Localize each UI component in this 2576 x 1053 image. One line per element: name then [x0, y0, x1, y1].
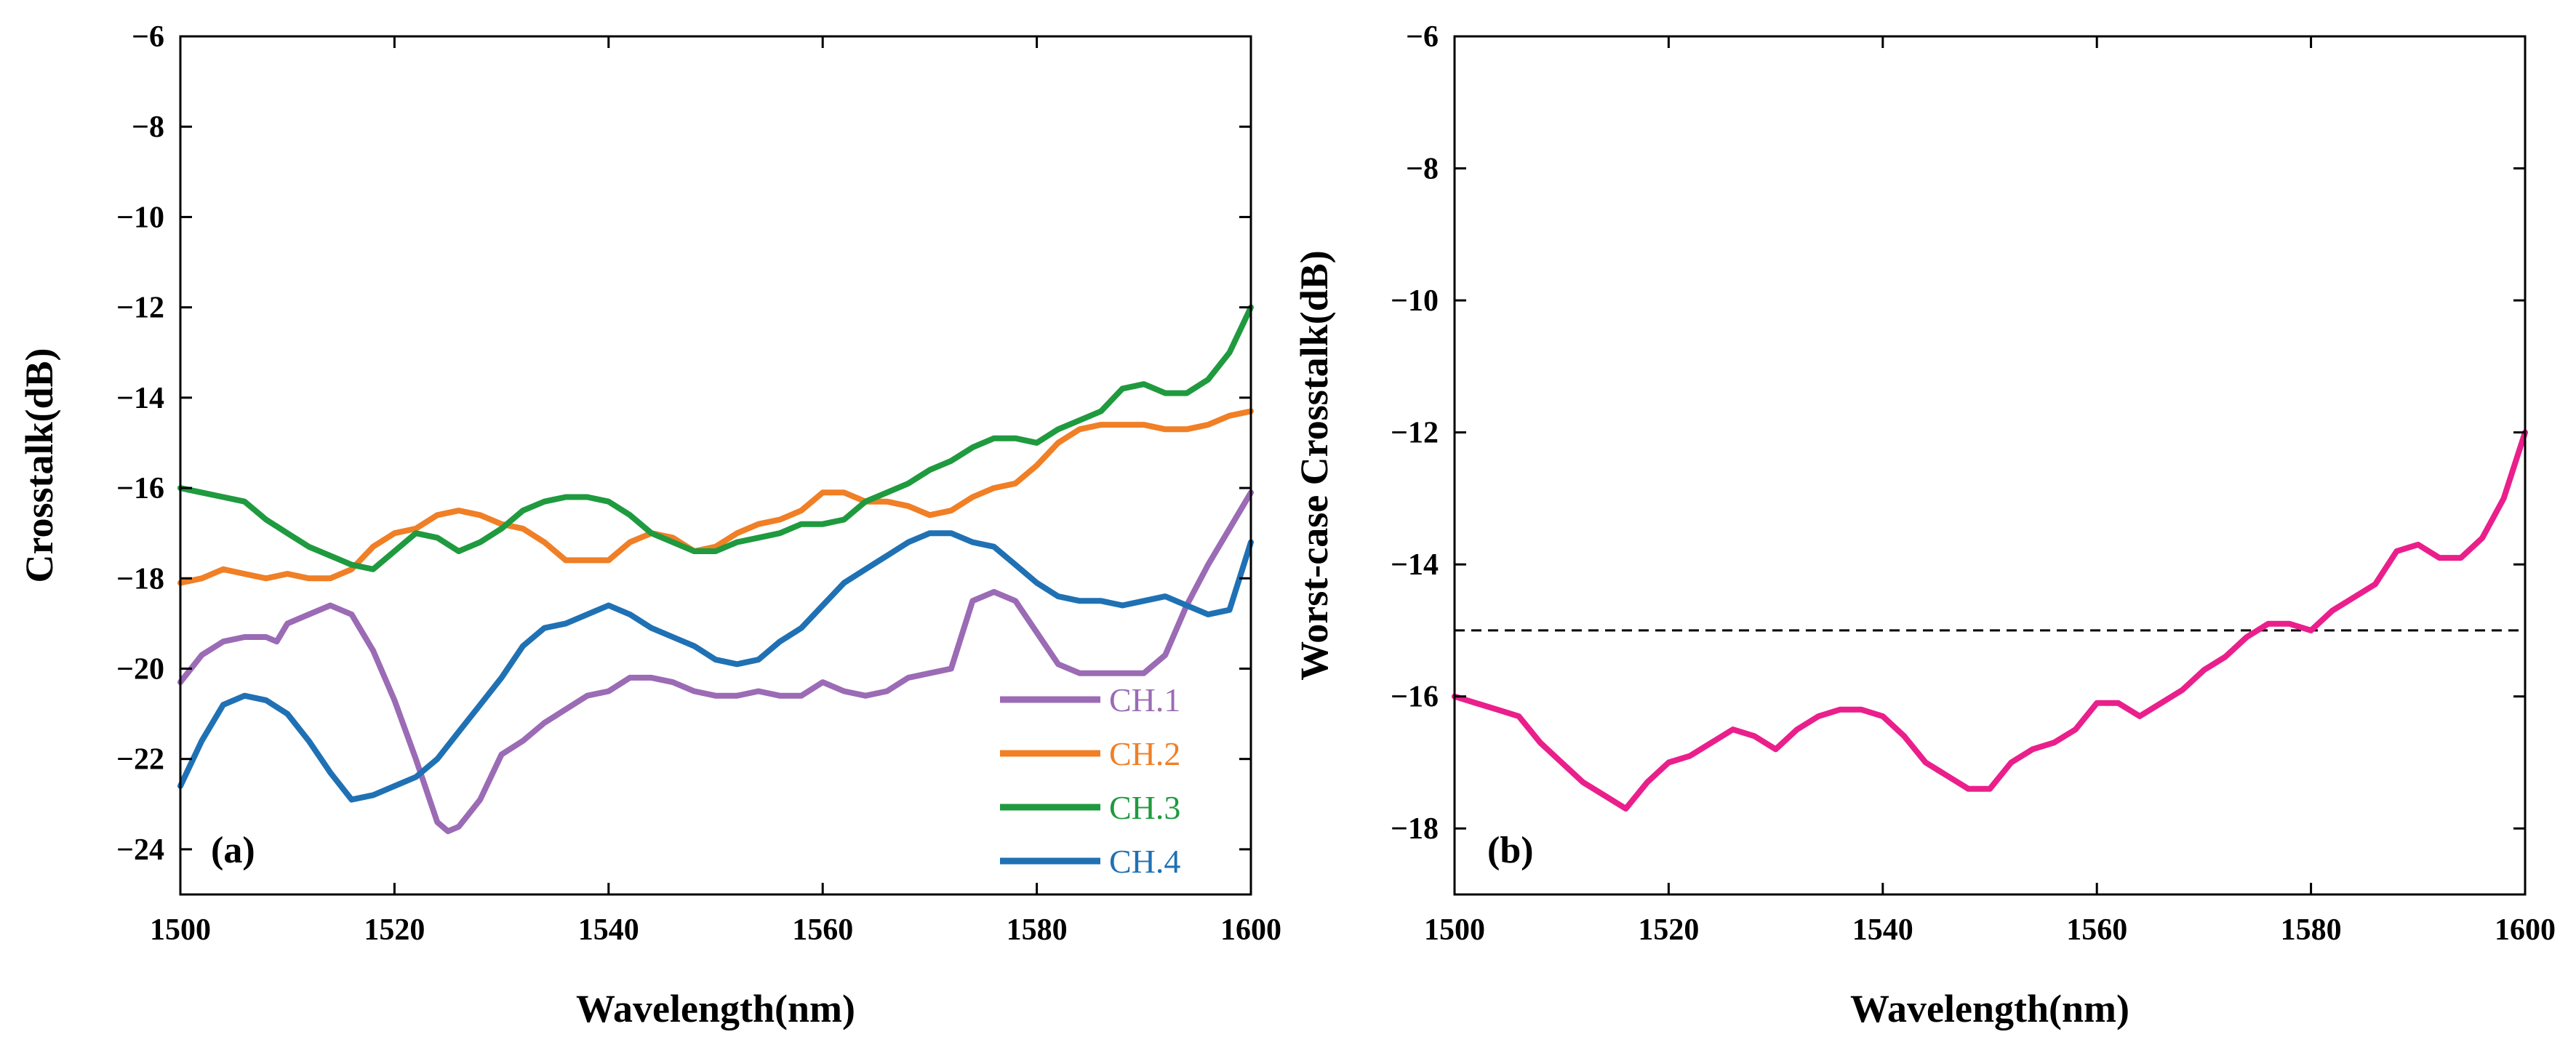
panel-b-x-tick-label: 1580 — [2281, 913, 2342, 947]
panel-a-x-tick-label: 1540 — [578, 913, 639, 947]
panel-a-x-tick-label: 1520 — [364, 913, 425, 947]
panel-a-ticks: 1500 1520 1540 1560 1580 1600 −24 −22 −20 −18 −16 −… — [116, 20, 1281, 947]
panel-b-y-tick-label: −6 — [1406, 20, 1439, 54]
panel-b-y-tick-label: −16 — [1391, 681, 1439, 714]
legend-label-ch2: CH.2 — [1109, 735, 1180, 772]
panel-a-legend: CH.1 CH.2 CH.3 CH.4 — [1000, 681, 1180, 880]
legend-label-ch3: CH.3 — [1109, 789, 1180, 826]
chart-panel-b: 1500 1520 1540 1560 1580 1600 −18 −16 −14 −12 −10 −… — [1292, 20, 2556, 1030]
panel-a-y-tick-label: −10 — [116, 201, 164, 234]
panel-a-x-tick-label: 1580 — [1007, 913, 1068, 947]
panel-a-y-tick-label: −18 — [116, 562, 164, 596]
panel-a-x-axis-title: Wavelength(nm) — [576, 987, 855, 1030]
panel-b-y-tick-label: −14 — [1391, 548, 1439, 582]
panel-b-x-tick-label: 1600 — [2495, 913, 2556, 947]
panel-a-y-tick-label: −24 — [116, 833, 164, 867]
series-line-ch-3 — [177, 304, 1254, 572]
panel-a-y-tick-label: −22 — [116, 743, 164, 777]
panel-b-ticks: 1500 1520 1540 1560 1580 1600 −18 −16 −14 −12 −10 −… — [1391, 20, 2556, 947]
panel-a-y-tick-label: −14 — [116, 382, 164, 415]
panel-a-y-tick-label: −12 — [116, 292, 164, 325]
panel-b-label: (b) — [1487, 830, 1534, 871]
panel-b-x-tick-label: 1560 — [2066, 913, 2127, 947]
panel-a-plot-frame — [179, 35, 1252, 896]
panel-a-x-tick-label: 1600 — [1220, 913, 1281, 947]
legend-label-ch1: CH.1 — [1109, 681, 1180, 718]
panel-b-x-tick-label: 1500 — [1424, 913, 1485, 947]
panel-a-y-tick-label: −16 — [116, 472, 164, 505]
panel-b-plot-frame — [1453, 35, 2527, 896]
panel-a-series-group — [177, 304, 1254, 835]
panel-b-y-axis-title: Worst-case Crosstalk(dB) — [1292, 250, 1336, 680]
panel-b-y-tick-label: −8 — [1406, 153, 1439, 186]
series-line-ch-1 — [177, 489, 1254, 835]
panel-a-y-tick-label: −20 — [116, 652, 164, 686]
panel-a-y-tick-label: −6 — [132, 20, 164, 54]
chart-panel-a: 1500 1520 1540 1560 1580 1600 −24 −22 −20 −18 −16 −… — [17, 20, 1281, 1030]
panel-b-y-tick-label: −10 — [1391, 284, 1439, 318]
panel-a-x-tick-label: 1500 — [150, 913, 211, 947]
panel-b-x-axis-title: Wavelength(nm) — [1850, 987, 2129, 1030]
panel-b-x-tick-label: 1520 — [1638, 913, 1699, 947]
series-line-worst-case — [1452, 429, 2528, 812]
panel-a-y-axis-title: Crosstalk(dB) — [17, 348, 61, 582]
legend-label-ch4: CH.4 — [1109, 843, 1180, 880]
series-line-ch-2 — [177, 408, 1254, 586]
panel-a-label: (a) — [211, 830, 255, 871]
panel-b-y-tick-label: −18 — [1391, 812, 1439, 846]
series-line-ch-4 — [177, 530, 1254, 803]
panel-a-x-tick-label: 1560 — [792, 913, 853, 947]
panel-b-series-group — [1452, 429, 2528, 812]
panel-a-y-tick-label: −8 — [132, 111, 164, 144]
panel-b-x-tick-label: 1540 — [1852, 913, 1913, 947]
panel-b-y-tick-label: −12 — [1391, 417, 1439, 450]
